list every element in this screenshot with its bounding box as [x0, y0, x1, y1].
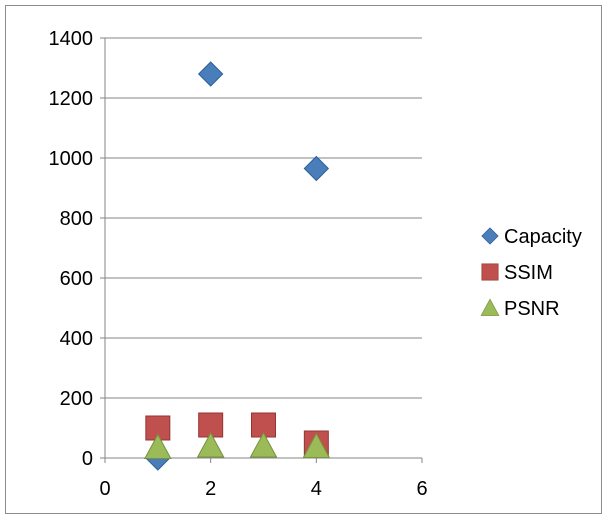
x-tick-label: 6: [416, 478, 427, 500]
psnr-point: [249, 431, 278, 458]
data-points: [143, 61, 331, 471]
y-tick-label: 1200: [49, 88, 94, 110]
y-tick-label: 0: [82, 448, 93, 470]
x-tick-label: 0: [99, 478, 110, 500]
legend-label: PSNR: [504, 298, 560, 320]
legend-item-ssim: SSIM: [481, 262, 553, 284]
capacity-point: [303, 155, 330, 182]
y-tick-label: 400: [60, 328, 93, 350]
series-ssim: [145, 412, 329, 456]
legend-item-psnr: PSNR: [480, 298, 560, 320]
psnr-point: [302, 432, 331, 459]
x-tick-label: 2: [205, 478, 216, 500]
legend-marker: [481, 227, 499, 245]
psnr-point: [196, 431, 225, 458]
y-tick-label: 1400: [49, 28, 94, 50]
legend-marker: [480, 298, 500, 316]
legend-item-capacity: Capacity: [481, 226, 582, 248]
y-tick-label: 1000: [49, 148, 94, 170]
series-psnr: [143, 431, 331, 460]
legend-label: Capacity: [504, 226, 582, 248]
y-tick-label: 200: [60, 388, 93, 410]
y-tick-label: 800: [60, 208, 93, 230]
psnr-point: [143, 433, 172, 460]
legend-marker: [481, 263, 499, 281]
capacity-point: [197, 61, 224, 87]
y-tick-label: 600: [60, 268, 93, 290]
legend: Capacity SSIM PSNR: [480, 226, 582, 320]
gridlines: [105, 37, 422, 399]
legend-label: SSIM: [504, 262, 553, 284]
axes: [100, 37, 423, 463]
x-tick-label: 4: [311, 478, 322, 500]
tick-labels: 0 200 400 600 800 1000 1200 1400 0 2 4 6: [49, 28, 428, 500]
series-capacity: [145, 61, 330, 471]
